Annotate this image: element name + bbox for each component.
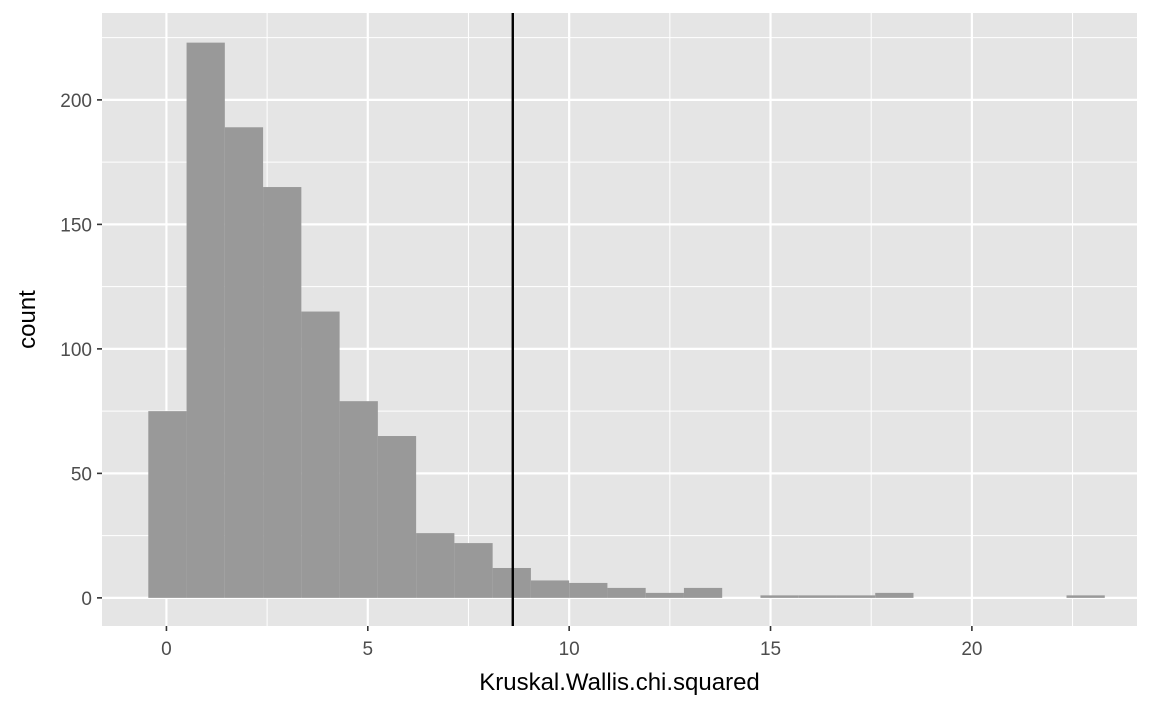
histogram-bar — [301, 311, 340, 598]
histogram-bar — [148, 411, 187, 598]
histogram-bars — [148, 42, 1105, 598]
histogram-bar — [683, 587, 723, 598]
y-axis: 0 50 100 150 200 — [60, 91, 102, 610]
y-tick-label: 100 — [60, 340, 92, 361]
x-axis: 0 5 10 15 20 — [161, 626, 982, 660]
histogram-bar — [454, 543, 493, 598]
y-tick-label: 50 — [71, 464, 92, 485]
y-axis-title: count — [14, 290, 41, 349]
histogram-bar — [569, 582, 608, 598]
x-tick-label: 20 — [961, 639, 982, 660]
histogram-bar — [186, 42, 225, 598]
y-tick-label: 0 — [81, 589, 92, 610]
histogram-bar — [377, 436, 417, 598]
x-tick-label: 15 — [760, 639, 781, 660]
histogram-bar — [607, 587, 646, 598]
histogram-bar — [645, 592, 684, 598]
y-tick-label: 150 — [60, 215, 92, 236]
histogram-bar — [530, 580, 570, 598]
histogram-bar — [1066, 595, 1105, 598]
histogram-bar — [263, 187, 302, 598]
histogram-bar — [875, 592, 914, 598]
histogram-bar — [760, 595, 799, 598]
histogram-bar — [836, 595, 876, 598]
histogram-bar — [224, 127, 264, 598]
y-tick-label: 200 — [60, 91, 92, 112]
histogram-bar — [798, 595, 837, 598]
histogram-bar — [416, 533, 455, 598]
x-tick-label: 0 — [161, 639, 172, 660]
histogram-bar — [339, 401, 378, 598]
x-axis-title: Kruskal.Wallis.chi.squared — [479, 669, 760, 696]
x-tick-label: 10 — [559, 639, 580, 660]
x-tick-label: 5 — [363, 639, 374, 660]
